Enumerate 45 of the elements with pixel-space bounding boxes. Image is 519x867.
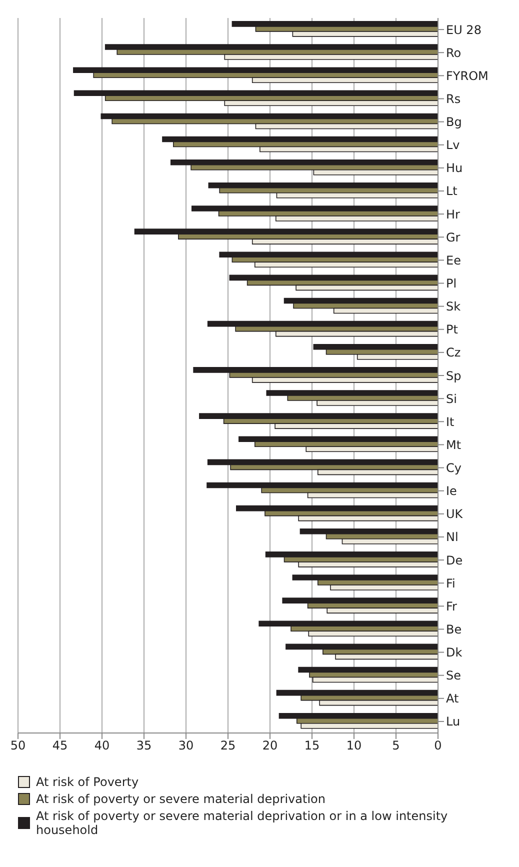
y-tick-label: FYROM (446, 68, 488, 83)
y-tick-label: Mt (446, 438, 462, 452)
x-tick-label: 35 (136, 738, 152, 753)
y-tick-label: Lt (446, 184, 458, 198)
y-tick-label: Lu (446, 714, 460, 729)
y-tick-label: Ro (446, 46, 462, 60)
x-tick-label: 40 (94, 738, 110, 753)
y-tick-label: Dk (446, 646, 462, 660)
legend-label: At risk of Poverty (36, 775, 139, 789)
y-tick-label: De (446, 553, 463, 568)
y-tick-label: Hu (446, 161, 463, 176)
y-tick-label: Hr (446, 207, 460, 222)
y-tick-label: Pt (446, 322, 458, 337)
x-tick-label: 20 (262, 738, 278, 753)
y-tick-label: EU 28 (446, 22, 482, 37)
y-tick-label: At (446, 692, 459, 706)
x-tick-label: 45 (52, 738, 68, 753)
y-tick-label: Lv (446, 138, 460, 152)
y-tick-label: Sk (446, 300, 461, 314)
x-tick-label: 5 (392, 738, 400, 753)
y-tick-label: Rs (446, 92, 461, 106)
y-tick-label: Be (446, 622, 462, 636)
x-tick-label: 10 (346, 738, 362, 753)
y-tick-label: Cz (446, 346, 461, 360)
y-tick-label: UK (446, 507, 464, 522)
y-tick-label: Ee (446, 253, 461, 268)
x-tick-label: 30 (178, 738, 194, 753)
legend-label: At risk of poverty or severe material deprivation (36, 792, 326, 806)
y-tick-label: It (446, 414, 455, 429)
y-tick-label: Si (446, 392, 457, 406)
x-tick-label: 0 (434, 738, 442, 753)
y-tick-label: Bg (446, 115, 462, 130)
y-tick-label: Cy (446, 461, 462, 476)
y-tick-label: Fi (446, 576, 456, 590)
y-tick-label: Se (446, 668, 461, 683)
x-tick-label: 25 (220, 738, 236, 753)
y-tick-label: Nl (446, 530, 458, 544)
x-tick-label: 50 (10, 738, 26, 753)
y-tick-label: Sp (446, 368, 462, 383)
legend-label: At risk of poverty or severe material deprivation or in a low intensity household (36, 809, 449, 837)
y-tick-label: Gr (446, 230, 460, 244)
x-tick-label: 15 (304, 738, 320, 753)
y-tick-label: Fr (446, 599, 458, 614)
y-tick-label: Pl (446, 276, 457, 290)
y-tick-label: Ie (446, 484, 457, 498)
